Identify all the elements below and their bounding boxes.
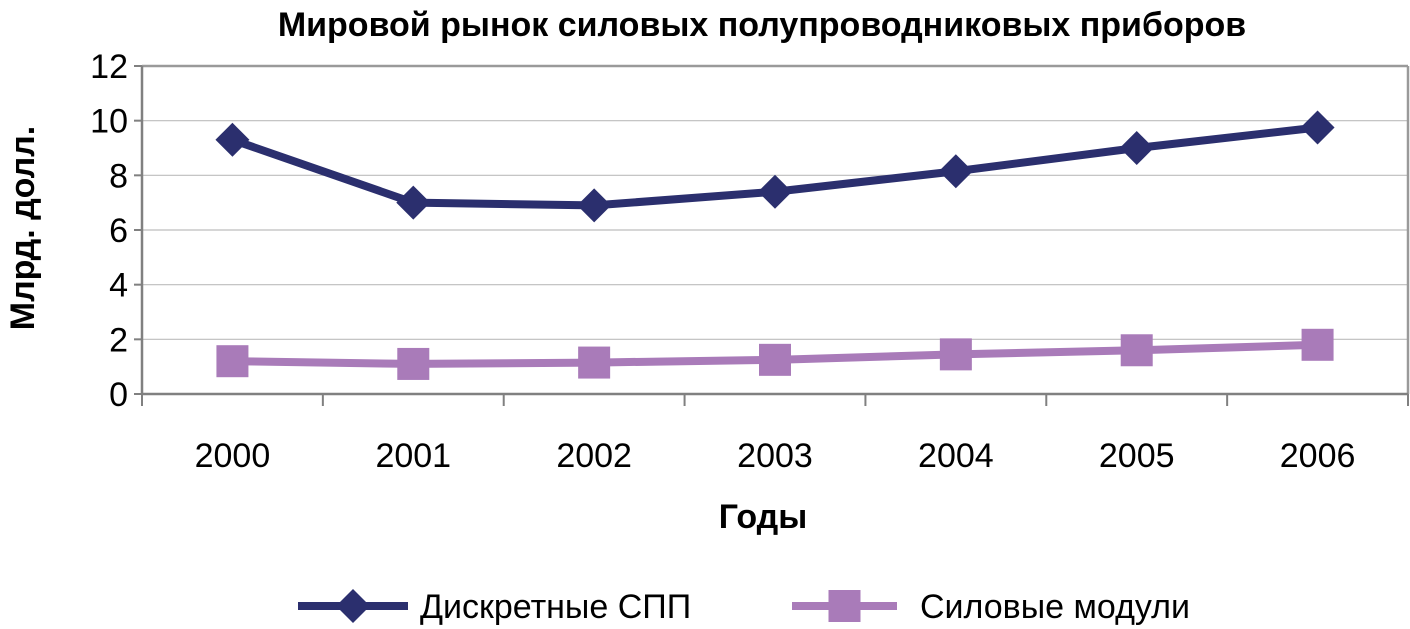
y-axis-tick-labels: 0 2 4 6 8 10 12: [90, 48, 128, 414]
y-tick-label: 8: [109, 157, 128, 195]
y-tick-label: 12: [90, 48, 128, 86]
series-1-point: [578, 346, 611, 379]
x-tick-label: 2006: [1280, 437, 1356, 475]
series-1-point: [216, 345, 249, 378]
x-axis-tick-labels: 2000 2001 2002 2003 2004 2005 2006: [195, 437, 1356, 475]
y-axis-title: Млрд. долл.: [4, 126, 42, 330]
legend-item: Дискретные СПП: [298, 588, 691, 626]
series-0-point: [1119, 131, 1154, 165]
axes: [134, 64, 1410, 406]
series-1-point: [939, 338, 972, 371]
y-tick-label: 10: [90, 103, 128, 141]
legend-marker: [336, 589, 370, 623]
y-tick-label: 6: [109, 212, 128, 250]
series-1-point: [1120, 334, 1153, 367]
series-0-point: [577, 188, 612, 223]
x-tick-label: 2005: [1099, 437, 1175, 475]
series-0-point: [1300, 110, 1335, 145]
series-1-point: [759, 343, 791, 376]
x-tick-label: 2004: [918, 437, 994, 475]
legend-label: Силовые модули: [920, 588, 1190, 626]
y-tick-label: 4: [109, 267, 128, 305]
x-axis-title: Годы: [719, 498, 808, 536]
series: [215, 110, 1335, 380]
x-tick-label: 2003: [737, 437, 813, 475]
y-tick-label: 0: [109, 376, 128, 414]
series-1-point: [1301, 328, 1334, 361]
legend: Дискретные СПП Силовые модули: [298, 588, 1190, 626]
y-tick-label: 2: [109, 321, 128, 359]
legend-item: Силовые модули: [792, 588, 1190, 626]
chart-title: Мировой рынок силовых полупроводниковых …: [278, 6, 1246, 44]
x-tick-label: 2000: [195, 437, 271, 475]
series-0-point: [938, 154, 973, 189]
series-0-point: [758, 174, 792, 209]
series-1-point: [397, 347, 430, 380]
legend-label: Дискретные СПП: [420, 588, 691, 626]
x-tick-label: 2002: [556, 437, 632, 475]
legend-marker: [828, 590, 861, 622]
series-0-point: [396, 185, 431, 220]
x-tick-label: 2001: [375, 437, 451, 475]
series-0-point: [215, 122, 250, 157]
